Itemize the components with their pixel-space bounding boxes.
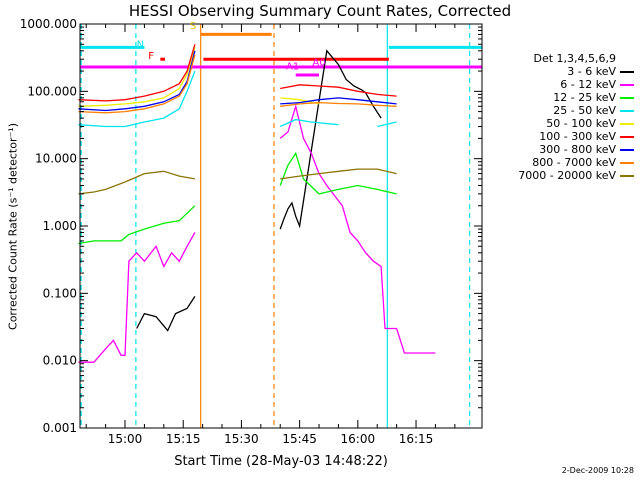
legend-entry-4: 50 - 100 keV: [488, 117, 638, 130]
legend-entry-1: 6 - 12 keV: [488, 78, 638, 91]
legend: Det 1,3,4,5,6,9 3 - 6 keV 6 - 12 keV 12 - …: [488, 52, 638, 182]
x-axis-label: Start Time (28-May-03 14:48:22): [174, 454, 388, 469]
series-line-1-seg-1: [279, 103, 436, 354]
legend-entry-6: 300 - 800 keV: [488, 143, 638, 156]
legend-label: 25 - 50 keV: [553, 104, 616, 117]
x-tick-label-3: 15:45: [282, 432, 317, 446]
annotation-2: S: [190, 21, 196, 32]
series-line-2-seg-0: [78, 205, 196, 245]
annotation-0: N: [137, 39, 144, 50]
legend-label: 50 - 100 keV: [546, 117, 616, 130]
series-line-1-seg-0: [78, 232, 196, 363]
legend-swatch: [620, 71, 634, 73]
legend-label: 300 - 800 keV: [539, 143, 616, 156]
legend-label: 6 - 12 keV: [560, 78, 616, 91]
legend-swatch: [620, 97, 634, 99]
x-tick-label-5: 16:15: [399, 432, 434, 446]
y-tick-label-3: 1.000: [43, 219, 77, 233]
x-tick-label-1: 15:15: [166, 432, 201, 446]
x-tick-label-4: 16:00: [341, 432, 376, 446]
annotation-4: A0: [312, 58, 325, 69]
legend-swatch: [620, 162, 634, 164]
y-axis-label: Corrected Count Rate (s⁻¹ detector⁻¹): [6, 123, 20, 330]
series-line-0-seg-1: [279, 49, 382, 230]
series-line-4-seg-0: [78, 47, 196, 107]
annotation-1: F: [148, 51, 154, 62]
legend-swatch: [620, 149, 634, 151]
legend-rows: 3 - 6 keV 6 - 12 keV 12 - 25 keV 25 - 50 ke…: [488, 65, 638, 182]
legend-entry-5: 100 - 300 keV: [488, 130, 638, 143]
y-tick-label-0: 0.001: [43, 421, 77, 435]
y-tick-label-5: 100.000: [27, 84, 77, 98]
series-line-5-seg-0: [78, 44, 196, 102]
legend-label: 800 - 7000 keV: [532, 156, 616, 169]
vertical-markers: [80, 24, 471, 428]
series-line-8-seg-0: [78, 170, 196, 195]
series-line-0-seg-0: [136, 296, 196, 332]
legend-entry-3: 25 - 50 keV: [488, 104, 638, 117]
legend-swatch: [620, 136, 634, 138]
series-line-3-seg-0: [78, 70, 196, 128]
y-tick-label-2: 0.100: [43, 286, 77, 300]
series-line-3-seg-2: [377, 121, 397, 128]
legend-label: 100 - 300 keV: [539, 130, 616, 143]
series-line-7-seg-0: [78, 54, 196, 114]
y-tick-label-1: 0.010: [43, 354, 77, 368]
legend-entry-7: 800 - 7000 keV: [488, 156, 638, 169]
legend-label: 3 - 6 keV: [567, 65, 616, 78]
y-tick-label-6: 1000.000: [20, 17, 77, 31]
legend-swatch: [620, 84, 634, 86]
series-layer: [78, 44, 436, 363]
x-tick-label-0: 15:00: [108, 432, 143, 446]
x-tick-label-2: 15:30: [224, 432, 259, 446]
annotation-3: A1: [286, 62, 299, 73]
annotations: NF S A1 A0: [137, 21, 326, 73]
legend-label: 7000 - 20000 keV: [518, 169, 616, 182]
series-line-6-seg-1: [280, 97, 397, 105]
legend-label: 12 - 25 keV: [553, 91, 616, 104]
legend-swatch: [620, 110, 634, 112]
legend-entry-2: 12 - 25 keV: [488, 91, 638, 104]
legend-title: Det 1,3,4,5,6,9: [533, 52, 616, 65]
axes: 0.001 0.010 0.100 1.000 10.000 100.000 1000.00…: [20, 17, 483, 446]
flag-bars: [80, 32, 482, 77]
legend-entry-0: 3 - 6 keV: [488, 65, 638, 78]
series-line-7-seg-1: [280, 101, 397, 107]
y-tick-label-4: 10.000: [35, 152, 77, 166]
series-line-8-seg-1: [280, 168, 397, 180]
legend-swatch: [620, 123, 634, 125]
legend-swatch: [620, 175, 634, 177]
chart-title: HESSI Observing Summary Count Rates, Cor…: [128, 2, 512, 20]
series-line-5-seg-1: [280, 84, 397, 97]
series-line-3-seg-1: [279, 118, 339, 128]
series-line-6-seg-0: [78, 50, 196, 112]
series-line-2-seg-1: [279, 151, 397, 195]
legend-entry-8: 7000 - 20000 keV: [488, 169, 638, 182]
footer-date: 2-Dec-2009 10:28: [561, 466, 634, 475]
